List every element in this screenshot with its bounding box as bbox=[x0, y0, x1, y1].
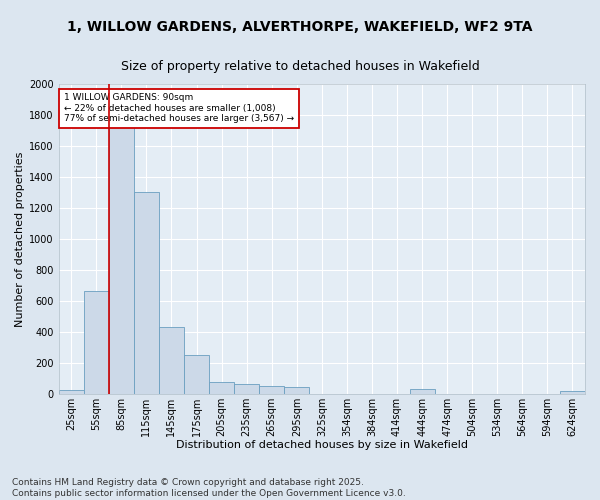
Bar bbox=[284, 388, 309, 394]
Bar bbox=[209, 382, 234, 394]
Text: Size of property relative to detached houses in Wakefield: Size of property relative to detached ho… bbox=[121, 60, 479, 73]
Bar bbox=[84, 292, 109, 394]
Bar bbox=[410, 389, 434, 394]
Y-axis label: Number of detached properties: Number of detached properties bbox=[15, 151, 25, 326]
Bar bbox=[259, 386, 284, 394]
Text: 1 WILLOW GARDENS: 90sqm
← 22% of detached houses are smaller (1,008)
77% of semi: 1 WILLOW GARDENS: 90sqm ← 22% of detache… bbox=[64, 94, 294, 123]
Bar bbox=[109, 104, 134, 394]
Bar bbox=[234, 384, 259, 394]
Bar bbox=[159, 327, 184, 394]
Bar bbox=[560, 392, 585, 394]
Text: 1, WILLOW GARDENS, ALVERTHORPE, WAKEFIELD, WF2 9TA: 1, WILLOW GARDENS, ALVERTHORPE, WAKEFIEL… bbox=[67, 20, 533, 34]
X-axis label: Distribution of detached houses by size in Wakefield: Distribution of detached houses by size … bbox=[176, 440, 468, 450]
Bar bbox=[134, 192, 159, 394]
Text: Contains HM Land Registry data © Crown copyright and database right 2025.
Contai: Contains HM Land Registry data © Crown c… bbox=[12, 478, 406, 498]
Bar bbox=[184, 355, 209, 394]
Bar bbox=[59, 390, 84, 394]
